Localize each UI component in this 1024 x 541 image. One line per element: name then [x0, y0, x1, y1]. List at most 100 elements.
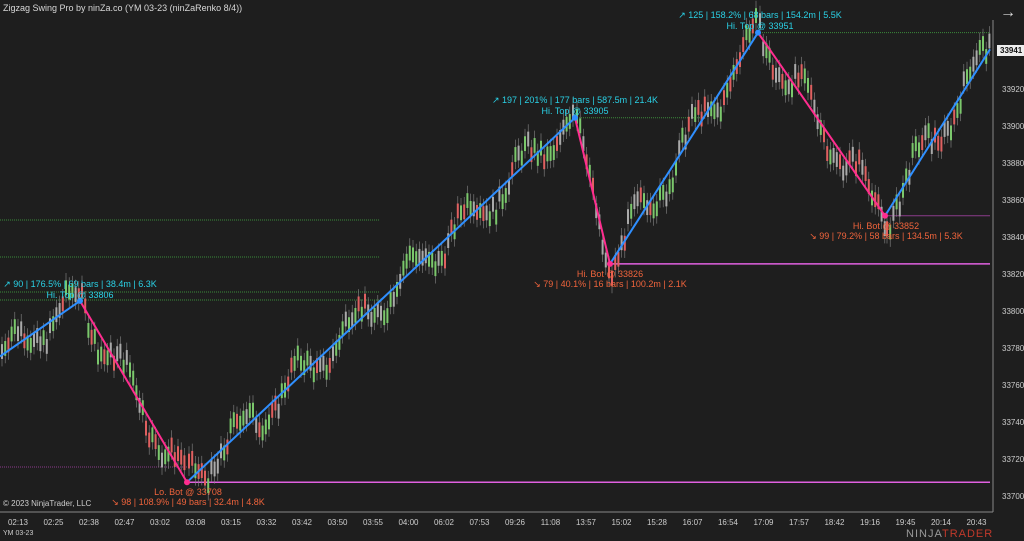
candle-body [946, 120, 949, 136]
candle-body [959, 98, 962, 114]
candle-body [975, 50, 978, 66]
candle-body [312, 367, 315, 383]
candle-body [213, 461, 216, 477]
zigzag-down-leg [757, 32, 886, 217]
arrow-right-icon[interactable]: → [1000, 4, 1016, 21]
candle-body [280, 383, 283, 399]
candle-body [943, 122, 946, 137]
candle-body [74, 287, 77, 302]
candle-body [829, 149, 832, 165]
candle-body [392, 291, 395, 307]
candle-body [348, 317, 350, 333]
candle-body [341, 321, 344, 337]
candle-body [905, 168, 908, 184]
candle-body [65, 280, 67, 296]
candle-body [694, 107, 697, 122]
candle-body [258, 422, 261, 438]
candle-body [880, 206, 883, 222]
candle-body [579, 118, 582, 134]
candle-body [755, 8, 757, 23]
candle-body [252, 402, 254, 418]
candle-body [424, 248, 427, 264]
time-tick: 02:25 [43, 518, 64, 527]
candle-body [194, 463, 197, 479]
candle-body [851, 146, 854, 162]
candle-body [344, 311, 347, 327]
candle-body [39, 336, 42, 352]
candle-body [396, 281, 398, 297]
candle-body [132, 370, 135, 386]
candle-body [729, 76, 732, 92]
candle-body [927, 123, 930, 139]
time-tick: 11:08 [540, 518, 561, 527]
candle-body [855, 161, 857, 177]
candle-body [950, 125, 952, 141]
candle-body [36, 328, 39, 343]
candle-body [540, 140, 542, 156]
candle-body [874, 192, 877, 208]
candle-body [456, 203, 459, 219]
candle-body [296, 345, 299, 361]
time-tick: 03:32 [256, 518, 277, 527]
candle-body [748, 27, 751, 43]
swing-label-1: ↗ 90 | 176.5% | 69 bars | 38.4m | 6.3K Hi… [3, 279, 156, 300]
candle-body [514, 147, 517, 162]
candle-body [492, 196, 494, 212]
candle-body [264, 419, 267, 435]
candle-body [687, 116, 690, 132]
candle-body [106, 350, 109, 366]
ninjatrader-logo: NINJATRADER [906, 528, 994, 540]
pivot-dot [77, 297, 83, 304]
candle-body [745, 25, 748, 41]
candle-body [662, 184, 665, 200]
candle-body [823, 127, 825, 143]
candle-body [157, 445, 160, 460]
candle-body [444, 253, 446, 269]
candle-body [428, 251, 430, 267]
candle-body [630, 203, 633, 219]
candle-body [710, 101, 713, 117]
pivot-dot [882, 212, 888, 219]
time-tick: 20:43 [966, 518, 987, 527]
candle-body [440, 250, 443, 266]
candle-body [485, 205, 488, 221]
candle-body [173, 452, 176, 467]
pivot-dot [755, 29, 761, 36]
candle-body [373, 307, 376, 323]
zigzag-up-leg [0, 300, 81, 358]
candle-body [245, 409, 248, 424]
candle-body [415, 251, 418, 267]
copyright: © 2023 NinjaTrader, LLC [3, 499, 92, 508]
candle-body [858, 149, 861, 165]
candle-body [287, 376, 290, 392]
candle-body [119, 343, 122, 359]
time-tick: 03:08 [185, 518, 206, 527]
candle-body [671, 177, 674, 193]
candle-body [536, 151, 539, 166]
candle-body [962, 71, 965, 87]
zigzag-down-leg [574, 117, 611, 265]
candle-body [562, 119, 565, 135]
candle-body [839, 154, 841, 170]
candle-body [546, 146, 549, 162]
candle-body [338, 334, 341, 350]
candle-body [421, 250, 424, 266]
time-tick: 13:57 [575, 518, 597, 527]
swing-stats: ↘ 79 | 40.1% | 16 bars | 100.2m | 2.1K [533, 279, 687, 289]
candle-body [883, 221, 886, 237]
price-tick: 33820 [1002, 270, 1024, 279]
candle-body [437, 250, 440, 266]
candle-body [807, 77, 809, 93]
candle-body [26, 335, 29, 351]
candle-body [902, 182, 904, 198]
candle-body [524, 136, 526, 152]
candle-body [924, 125, 927, 141]
candle-body [614, 255, 617, 270]
swing-label-5: ↗ 125 | 158.2% | 68 bars | 154.2m | 5.5K… [678, 10, 842, 31]
candle-body [762, 41, 765, 57]
candle-body [582, 136, 585, 151]
candle-body [501, 194, 504, 209]
candle-body [889, 224, 892, 240]
candle-body [659, 185, 661, 201]
